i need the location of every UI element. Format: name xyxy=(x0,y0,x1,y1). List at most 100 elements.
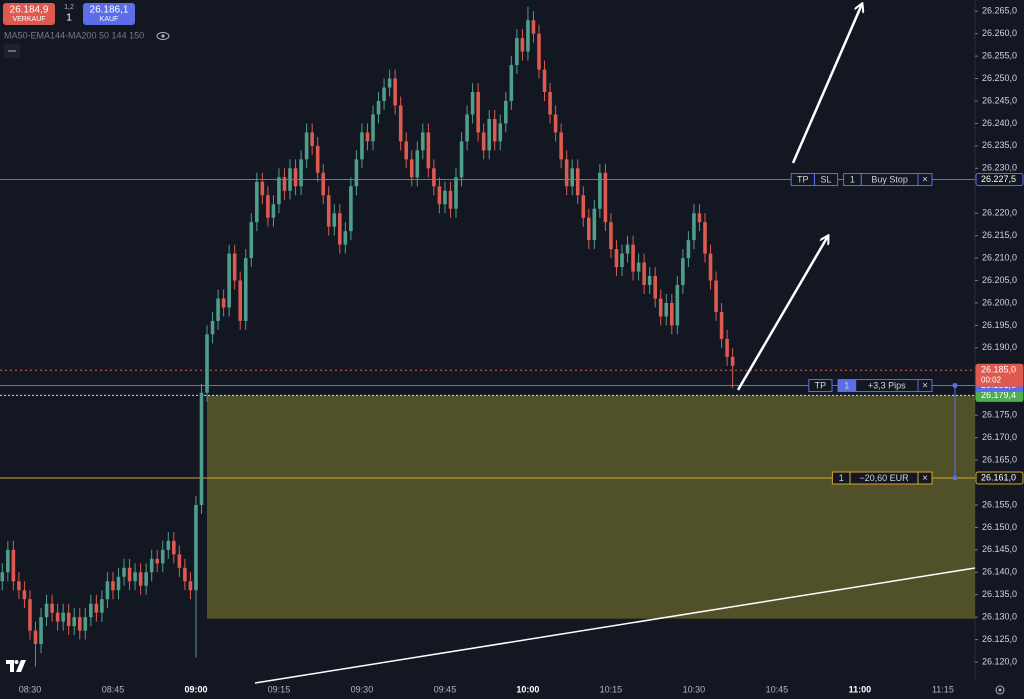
candle-body xyxy=(100,599,104,613)
candle-body xyxy=(586,217,591,241)
candle-body xyxy=(459,141,464,178)
y-tick-label: 26.150,0 xyxy=(982,522,1017,532)
candle-body xyxy=(22,590,27,600)
candle-body xyxy=(155,558,160,564)
candle-body xyxy=(89,603,93,618)
buy-price: 26.186,1 xyxy=(90,5,129,16)
y-tick-label: 26.215,0 xyxy=(982,230,1017,240)
quantity[interactable]: 1 xyxy=(66,13,72,24)
candle-body xyxy=(454,177,458,209)
candle-body xyxy=(94,603,99,613)
x-tick-label: 10:00 xyxy=(516,684,539,694)
price-label: 26.161,0 xyxy=(981,472,1016,482)
y-tick-label: 26.200,0 xyxy=(982,297,1017,307)
y-tick-label: 26.210,0 xyxy=(982,252,1017,262)
y-tick-label: 26.190,0 xyxy=(982,342,1017,352)
candle-body xyxy=(183,567,187,582)
arrow xyxy=(791,4,862,164)
x-tick-label: 08:30 xyxy=(19,684,42,694)
x-tick-label: 11:15 xyxy=(932,684,954,694)
candle-body xyxy=(205,334,209,393)
candle-body xyxy=(432,168,436,187)
x-tick-label: 09:00 xyxy=(184,684,207,694)
y-tick-label: 26.135,0 xyxy=(982,589,1017,599)
candle-body xyxy=(266,195,270,218)
x-tick-label: 08:45 xyxy=(102,684,125,694)
logo xyxy=(6,660,26,672)
settings-icon[interactable] xyxy=(995,685,1005,695)
y-tick-label: 26.235,0 xyxy=(982,140,1017,150)
price-label: 26.185,0 xyxy=(981,365,1016,375)
buy-button[interactable] xyxy=(83,3,135,25)
candle-body xyxy=(714,280,718,312)
candle-body xyxy=(614,249,619,268)
candle-body xyxy=(321,172,326,196)
candle-body xyxy=(581,195,586,218)
close-icon[interactable]: × xyxy=(922,381,928,392)
candle-body xyxy=(199,392,204,505)
candle-body xyxy=(277,177,281,205)
handle xyxy=(952,383,958,389)
order-tag[interactable] xyxy=(831,471,851,485)
candle-body xyxy=(232,253,237,281)
eye-icon[interactable] xyxy=(156,32,170,40)
candle-body xyxy=(520,38,525,52)
order-tag[interactable] xyxy=(808,379,833,393)
y-tick-label: 26.120,0 xyxy=(982,656,1017,666)
candle-body xyxy=(526,20,530,52)
order-tag-label: −20,60 EUR xyxy=(859,473,909,483)
order-tag[interactable] xyxy=(843,173,862,187)
candle-body xyxy=(33,630,38,645)
x-tick-label: 09:45 xyxy=(434,684,457,694)
candle-body xyxy=(531,20,536,34)
candle-body xyxy=(692,213,696,241)
indicator-label[interactable]: MA50-EMA144-MA200 50 144 150 xyxy=(4,30,144,40)
candle-body xyxy=(642,262,646,286)
y-tick-label: 26.260,0 xyxy=(982,28,1017,38)
candle-body xyxy=(609,222,613,250)
y-tick-label: 26.175,0 xyxy=(982,410,1017,420)
candle-body xyxy=(288,168,292,191)
candle-body xyxy=(50,603,54,613)
candle-body xyxy=(227,253,231,308)
chart-layer: 26.120,0 26.125,0 26.130,0 26.135,0 26.140,0… xyxy=(0,6,1024,694)
candle-body xyxy=(172,540,176,555)
candle-body xyxy=(504,100,508,124)
candle-body xyxy=(304,132,309,160)
candle-body xyxy=(725,338,729,357)
order-tag[interactable] xyxy=(837,379,857,393)
price-label-box xyxy=(975,173,1024,187)
y-tick-label: 26.170,0 xyxy=(982,432,1017,442)
y-tick-label: 26.140,0 xyxy=(982,567,1017,577)
candle-body xyxy=(387,78,392,88)
candle-body xyxy=(592,208,597,241)
close-icon[interactable]: × xyxy=(922,473,928,484)
candle-body xyxy=(421,132,425,151)
candle-body xyxy=(664,302,669,317)
sell-button[interactable] xyxy=(3,3,55,25)
candle-body xyxy=(61,612,65,622)
order-tag[interactable] xyxy=(790,173,815,187)
candle-body xyxy=(255,181,259,223)
candle-body xyxy=(28,599,32,631)
candle-body xyxy=(631,244,635,272)
candle-body xyxy=(371,114,375,142)
candle-body xyxy=(149,558,154,573)
candle-body xyxy=(376,100,381,115)
price-label: 26.227,5 xyxy=(981,174,1016,184)
y-tick-label: 26.250,0 xyxy=(982,73,1017,83)
candle-body xyxy=(437,186,442,205)
candle-body xyxy=(216,298,220,321)
candle-body xyxy=(354,159,359,187)
candle-body xyxy=(620,253,624,268)
candle-body xyxy=(210,320,215,335)
price-label: 26.179,4 xyxy=(981,390,1016,400)
candle-body xyxy=(443,190,447,205)
order-tag-label: 1 xyxy=(844,380,849,390)
close-icon[interactable]: × xyxy=(922,175,928,186)
candle-body xyxy=(116,576,121,591)
candle-body xyxy=(299,159,303,187)
price-label-box xyxy=(975,471,1024,485)
